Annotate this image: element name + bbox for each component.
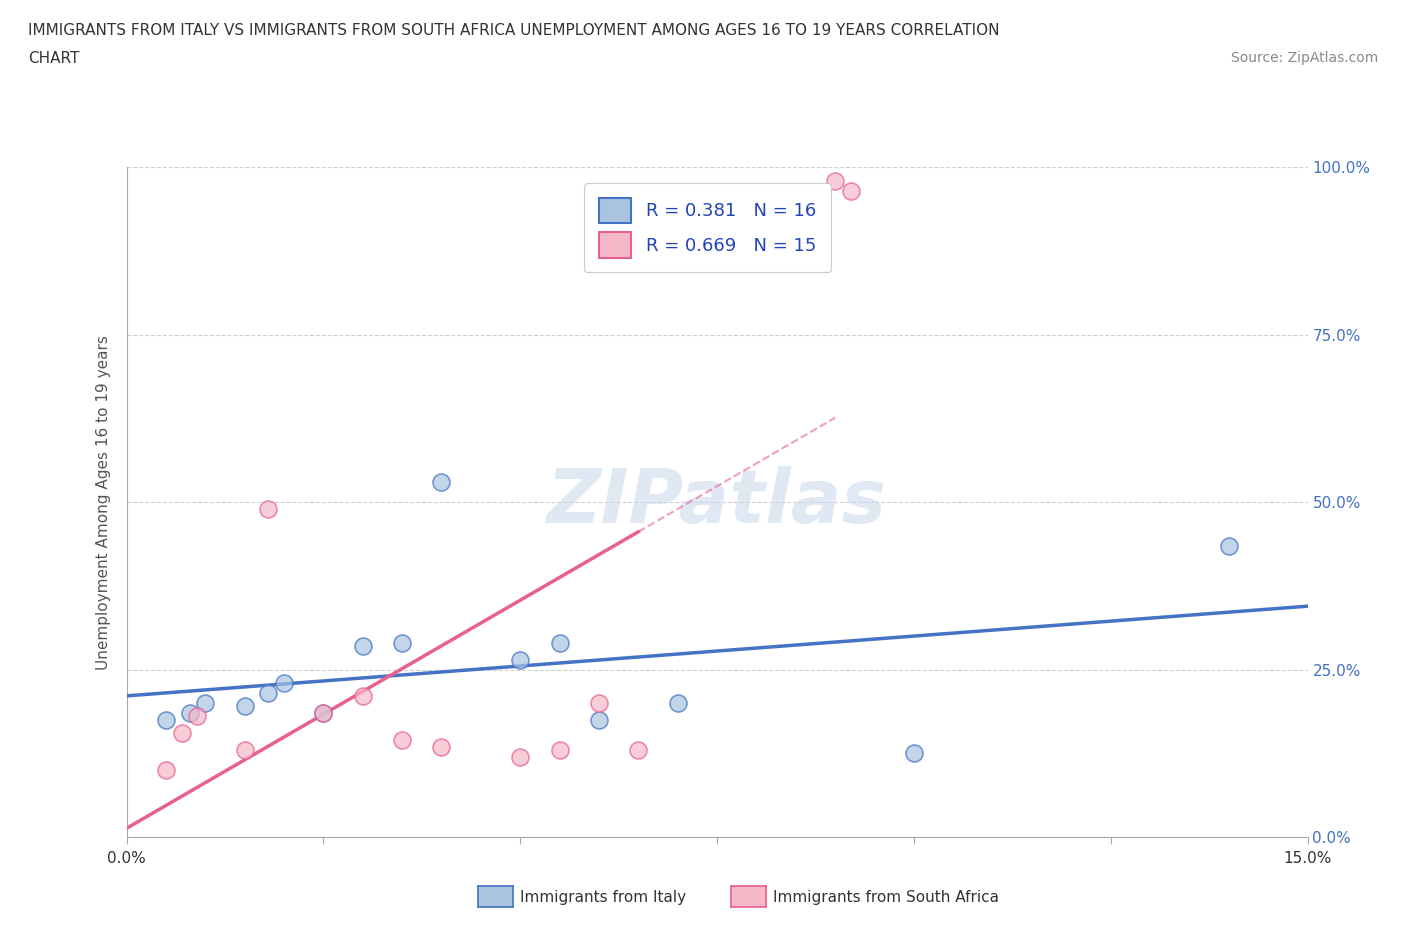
Point	[155, 712, 177, 727]
Point	[312, 706, 335, 721]
Point	[627, 742, 650, 757]
Point	[548, 742, 571, 757]
Point	[391, 733, 413, 748]
Point	[588, 696, 610, 711]
Text: Immigrants from Italy: Immigrants from Italy	[520, 890, 686, 905]
Point	[170, 725, 193, 740]
Point	[179, 706, 201, 721]
Text: Source: ZipAtlas.com: Source: ZipAtlas.com	[1230, 51, 1378, 65]
Point	[903, 746, 925, 761]
Point	[352, 689, 374, 704]
Point	[352, 639, 374, 654]
Point	[312, 706, 335, 721]
Point	[430, 474, 453, 489]
Point	[257, 685, 280, 700]
Y-axis label: Unemployment Among Ages 16 to 19 years: Unemployment Among Ages 16 to 19 years	[96, 335, 111, 670]
Point	[233, 742, 256, 757]
Point	[509, 750, 531, 764]
Point	[588, 712, 610, 727]
Point	[186, 709, 208, 724]
Point	[666, 696, 689, 711]
Point	[391, 635, 413, 650]
Point	[155, 763, 177, 777]
Text: Immigrants from South Africa: Immigrants from South Africa	[773, 890, 1000, 905]
Point	[1218, 538, 1240, 553]
Point	[509, 652, 531, 667]
Text: CHART: CHART	[28, 51, 80, 66]
Text: IMMIGRANTS FROM ITALY VS IMMIGRANTS FROM SOUTH AFRICA UNEMPLOYMENT AMONG AGES 16: IMMIGRANTS FROM ITALY VS IMMIGRANTS FROM…	[28, 23, 1000, 38]
Point	[430, 739, 453, 754]
Point	[257, 501, 280, 516]
Legend: R = 0.381   N = 16, R = 0.669   N = 15: R = 0.381 N = 16, R = 0.669 N = 15	[585, 183, 831, 272]
Text: ZIPatlas: ZIPatlas	[547, 466, 887, 538]
Point	[839, 183, 862, 198]
Point	[194, 696, 217, 711]
Point	[233, 699, 256, 714]
Point	[548, 635, 571, 650]
Point	[824, 173, 846, 188]
Point	[273, 675, 295, 690]
